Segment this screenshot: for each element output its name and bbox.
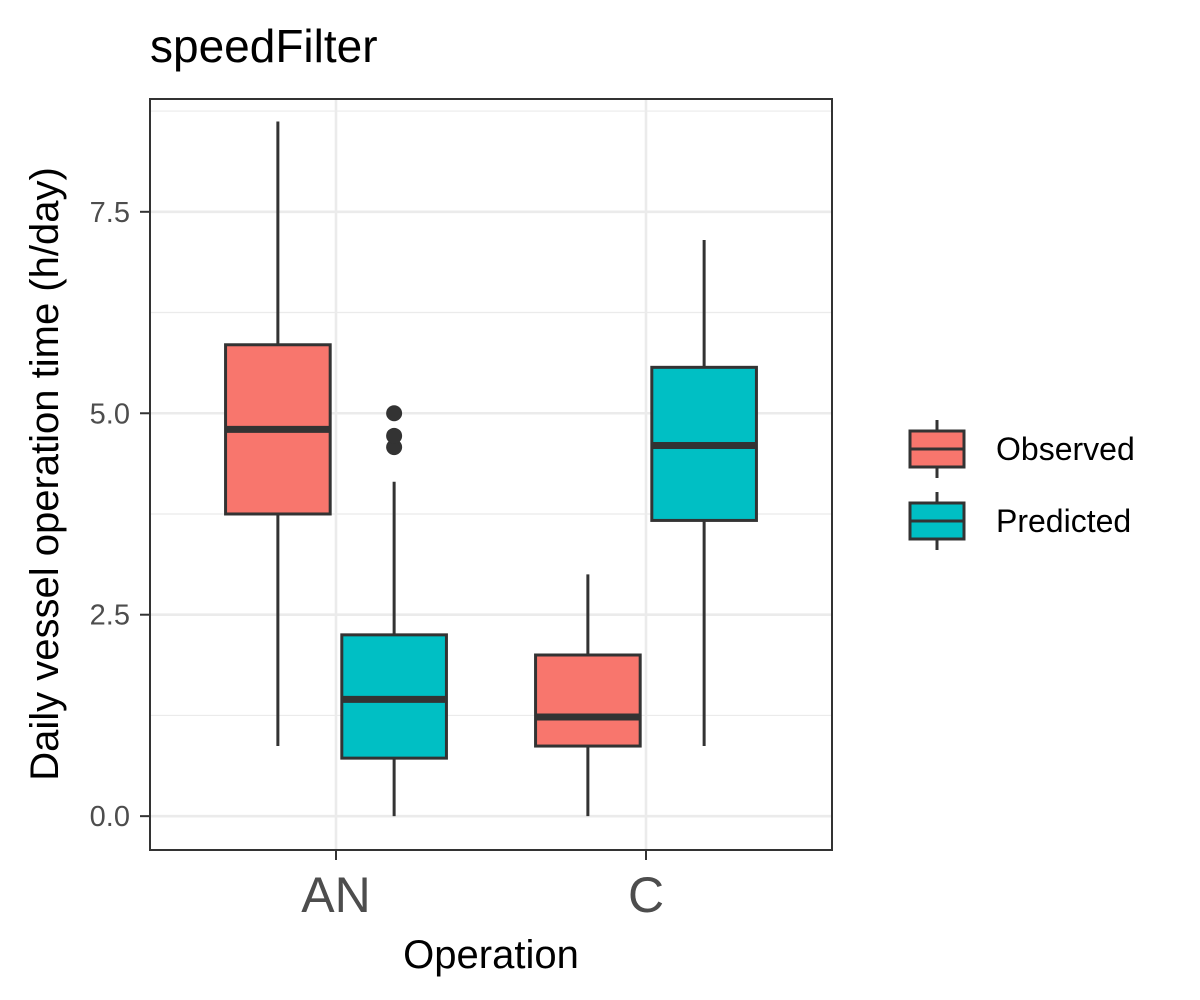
- box-predicted-c: [650, 240, 758, 747]
- x-tick-label: AN: [301, 867, 370, 923]
- outlier-point: [386, 439, 403, 456]
- legend: Observed Predicted: [908, 420, 1135, 550]
- x-axis-title: Operation: [403, 933, 579, 977]
- legend-item-predicted: Predicted: [908, 492, 1131, 550]
- boxes: [224, 121, 758, 817]
- box-observed-c: [534, 574, 642, 817]
- box-observed-an: [224, 121, 332, 747]
- outlier-point: [386, 405, 403, 422]
- chart-title: speedFilter: [150, 20, 378, 72]
- y-tick-label: 7.5: [90, 197, 130, 229]
- legend-label: Observed: [996, 431, 1135, 467]
- y-tick-label: 0.0: [90, 801, 130, 833]
- plot-panel-border: [149, 98, 833, 851]
- legend-label: Predicted: [996, 503, 1131, 539]
- box-body: [534, 653, 642, 748]
- x-tick-label: C: [628, 867, 664, 923]
- y-tick-label: 5.0: [90, 398, 130, 430]
- y-tick-label: 2.5: [90, 600, 130, 632]
- box-predicted-an: [340, 405, 448, 817]
- outlier-point: [386, 427, 403, 444]
- y-axis-title: Daily vessel operation time (h/day): [23, 167, 67, 781]
- axes: 0.0 2.5 5.0 7.5 AN C: [90, 197, 664, 923]
- legend-item-observed: Observed: [908, 420, 1135, 478]
